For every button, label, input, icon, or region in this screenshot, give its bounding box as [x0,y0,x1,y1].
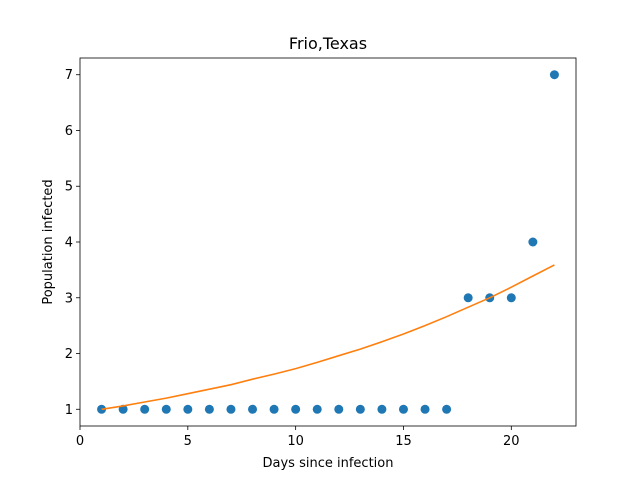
data-point [377,404,387,414]
x-axis-label: Days since infection [263,456,394,471]
data-point [312,404,322,414]
data-point [398,404,408,414]
y-tick-label: 6 [65,124,73,139]
data-point [463,293,473,303]
y-tick-label: 7 [65,68,73,83]
y-tick-label: 2 [65,347,73,362]
y-axis-label: Population infected [41,179,56,304]
data-point [355,404,365,414]
plot-frame [79,57,577,427]
data-point [291,404,301,414]
chart-title: Frio,Texas [289,34,367,53]
data-point [161,404,171,414]
data-point [97,404,107,414]
y-tick-label: 4 [65,236,73,251]
x-tick-label: 10 [287,434,304,449]
y-tick-label: 5 [65,180,73,195]
data-point [420,404,430,414]
x-tick-label: 15 [395,434,412,449]
data-point [269,404,279,414]
y-tick-label: 3 [65,291,73,306]
data-point [442,404,452,414]
fit-line [101,264,555,411]
data-point [506,293,516,303]
y-axis: 1 2 3 4 5 6 7 [65,68,80,418]
data-point [183,404,193,414]
x-tick-label: 5 [184,434,192,449]
x-axis: 0 5 10 15 20 [76,426,520,449]
data-point [528,237,538,247]
data-point [226,404,236,414]
y-tick-label: 1 [65,403,73,418]
x-tick-label: 20 [503,434,520,449]
data-point [204,404,214,414]
x-tick-label: 0 [76,434,84,449]
data-point [549,70,559,80]
data-point [248,404,258,414]
data-point [140,404,150,414]
data-point [334,404,344,414]
